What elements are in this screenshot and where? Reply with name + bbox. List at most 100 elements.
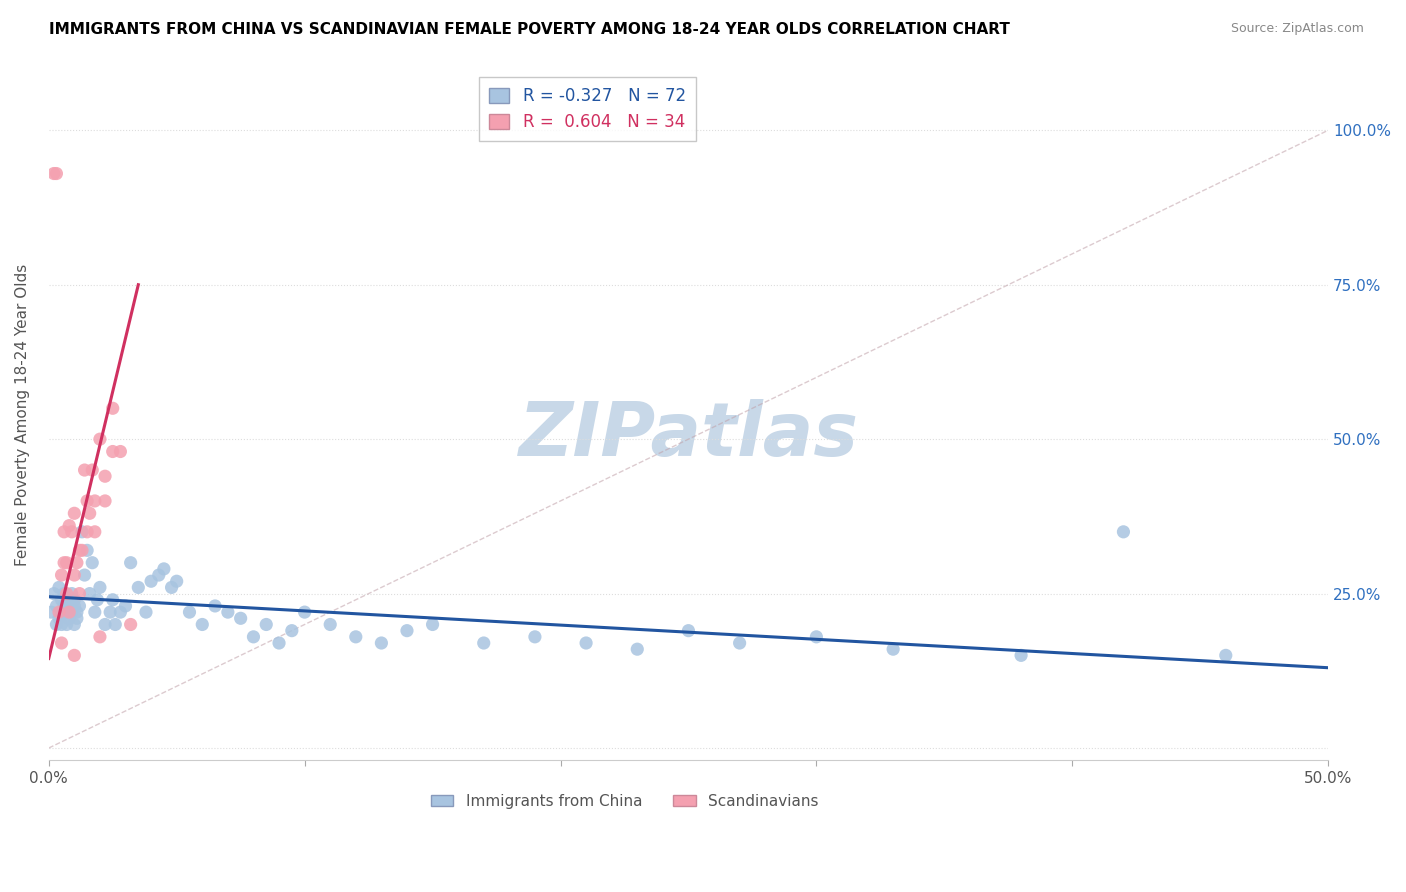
Point bbox=[217, 605, 239, 619]
Point bbox=[294, 605, 316, 619]
Point bbox=[242, 630, 264, 644]
Point bbox=[63, 648, 86, 663]
Point bbox=[86, 592, 108, 607]
Text: ZIPatlas: ZIPatlas bbox=[519, 399, 859, 472]
Point bbox=[53, 599, 76, 613]
Point bbox=[63, 506, 86, 520]
Point bbox=[472, 636, 495, 650]
Point bbox=[66, 556, 89, 570]
Point bbox=[94, 617, 117, 632]
Point bbox=[55, 586, 77, 600]
Point bbox=[51, 592, 73, 607]
Point bbox=[55, 617, 77, 632]
Point bbox=[83, 524, 105, 539]
Point bbox=[51, 568, 73, 582]
Point bbox=[79, 506, 101, 520]
Point bbox=[60, 605, 83, 619]
Point bbox=[51, 605, 73, 619]
Point bbox=[89, 630, 111, 644]
Point bbox=[1112, 524, 1135, 539]
Point bbox=[135, 605, 157, 619]
Point bbox=[51, 617, 73, 632]
Point bbox=[422, 617, 444, 632]
Point bbox=[55, 605, 77, 619]
Point bbox=[58, 518, 80, 533]
Point bbox=[153, 562, 176, 576]
Point bbox=[83, 494, 105, 508]
Point bbox=[127, 581, 149, 595]
Point bbox=[58, 611, 80, 625]
Point bbox=[60, 586, 83, 600]
Point bbox=[114, 599, 136, 613]
Point bbox=[626, 642, 648, 657]
Point bbox=[53, 556, 76, 570]
Point bbox=[148, 568, 170, 582]
Point bbox=[139, 574, 162, 589]
Point bbox=[110, 605, 132, 619]
Point bbox=[395, 624, 418, 638]
Point bbox=[89, 432, 111, 446]
Point bbox=[53, 524, 76, 539]
Point bbox=[69, 543, 91, 558]
Point bbox=[104, 617, 127, 632]
Point bbox=[344, 630, 367, 644]
Point bbox=[39, 605, 62, 619]
Point bbox=[63, 592, 86, 607]
Point bbox=[120, 617, 142, 632]
Point bbox=[48, 605, 70, 619]
Point bbox=[55, 592, 77, 607]
Point bbox=[101, 444, 124, 458]
Point bbox=[204, 599, 226, 613]
Point bbox=[63, 568, 86, 582]
Point bbox=[58, 599, 80, 613]
Point bbox=[60, 524, 83, 539]
Point bbox=[69, 599, 91, 613]
Point bbox=[254, 617, 277, 632]
Point bbox=[53, 586, 76, 600]
Point bbox=[678, 624, 700, 638]
Point bbox=[1215, 648, 1237, 663]
Point bbox=[94, 469, 117, 483]
Point bbox=[76, 494, 98, 508]
Point bbox=[76, 543, 98, 558]
Point bbox=[370, 636, 392, 650]
Point bbox=[66, 611, 89, 625]
Point bbox=[63, 617, 86, 632]
Point bbox=[281, 624, 304, 638]
Point bbox=[76, 524, 98, 539]
Point bbox=[73, 568, 96, 582]
Point bbox=[45, 599, 67, 613]
Point bbox=[79, 586, 101, 600]
Point bbox=[882, 642, 904, 657]
Point bbox=[55, 556, 77, 570]
Point bbox=[229, 611, 252, 625]
Point bbox=[69, 586, 91, 600]
Point bbox=[110, 444, 132, 458]
Text: IMMIGRANTS FROM CHINA VS SCANDINAVIAN FEMALE POVERTY AMONG 18-24 YEAR OLDS CORRE: IMMIGRANTS FROM CHINA VS SCANDINAVIAN FE… bbox=[49, 22, 1010, 37]
Point bbox=[70, 524, 93, 539]
Point bbox=[101, 401, 124, 416]
Point bbox=[83, 605, 105, 619]
Y-axis label: Female Poverty Among 18-24 Year Olds: Female Poverty Among 18-24 Year Olds bbox=[15, 263, 30, 566]
Point bbox=[58, 605, 80, 619]
Point bbox=[42, 586, 65, 600]
Point bbox=[45, 167, 67, 181]
Point bbox=[179, 605, 201, 619]
Point bbox=[806, 630, 828, 644]
Point bbox=[319, 617, 342, 632]
Point bbox=[575, 636, 598, 650]
Point bbox=[191, 617, 214, 632]
Point bbox=[48, 611, 70, 625]
Point bbox=[82, 463, 104, 477]
Point bbox=[89, 581, 111, 595]
Point bbox=[166, 574, 188, 589]
Point bbox=[66, 605, 89, 619]
Point bbox=[82, 556, 104, 570]
Point bbox=[98, 605, 121, 619]
Point bbox=[101, 592, 124, 607]
Point bbox=[160, 581, 183, 595]
Text: Source: ZipAtlas.com: Source: ZipAtlas.com bbox=[1230, 22, 1364, 36]
Point bbox=[728, 636, 751, 650]
Point bbox=[523, 630, 546, 644]
Point bbox=[1010, 648, 1032, 663]
